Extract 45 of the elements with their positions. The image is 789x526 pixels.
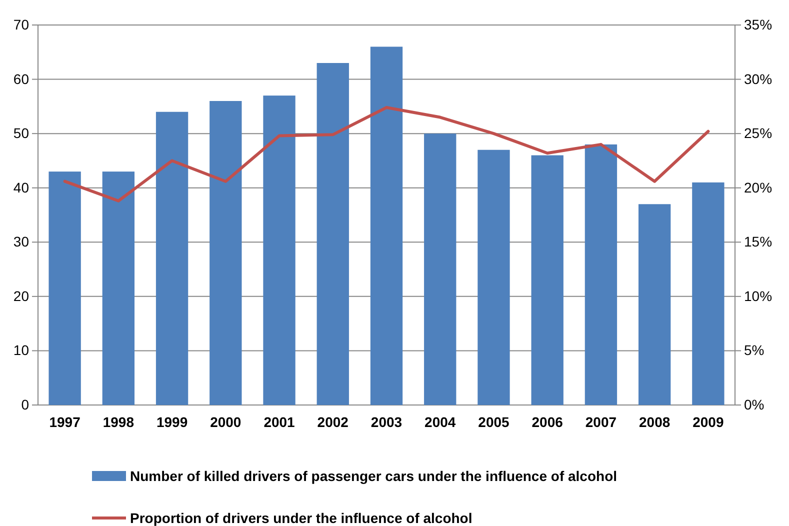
x-tick-label: 2006 <box>532 414 564 430</box>
legend-label: Number of killed drivers of passenger cars under the influence of alcohol <box>130 468 618 484</box>
y-tick-label: 70 <box>13 16 30 32</box>
x-tick-label: 1999 <box>156 414 188 430</box>
bar <box>316 63 349 405</box>
x-tick-label: 1997 <box>49 414 81 430</box>
y2-tick-label: 25% <box>744 125 772 142</box>
y-tick-label: 20 <box>13 288 30 304</box>
line-series <box>63 106 710 202</box>
y-tick-label: 10 <box>13 342 30 358</box>
bar <box>584 144 618 405</box>
y2-tick-label: 20% <box>744 179 772 196</box>
x-tick-label: 1998 <box>102 414 134 430</box>
bar <box>48 172 81 405</box>
x-tick-label: 2002 <box>317 414 349 430</box>
x-tick-label: 2003 <box>370 414 402 430</box>
x-tick-label: 2008 <box>639 414 670 430</box>
legend-label: Proportion of drivers under the influence of alcohol <box>130 510 472 526</box>
bar <box>210 101 242 405</box>
y-tick-label: 50 <box>13 125 30 142</box>
y-tick-label: 0 <box>21 396 30 412</box>
x-tick-label: 2007 <box>585 414 617 430</box>
y2-tick-label: 35% <box>744 16 772 32</box>
y-tick-label: 30 <box>13 234 30 250</box>
x-tick-label: 2009 <box>692 414 724 430</box>
y2-tick-label: 30% <box>744 70 772 87</box>
y2-tick-label: 0% <box>744 396 764 412</box>
y2-tick-label: 15% <box>744 234 772 250</box>
bar <box>638 204 671 405</box>
bar <box>531 155 564 405</box>
x-tick-label: 2004 <box>424 414 456 430</box>
y-tick-label: 60 <box>13 70 30 87</box>
bar <box>424 134 456 405</box>
bar <box>370 46 403 405</box>
y-tick-label: 40 <box>13 179 30 196</box>
bar <box>478 150 510 405</box>
bar <box>102 172 135 405</box>
bar <box>692 182 724 405</box>
y2-tick-label: 10% <box>744 288 772 304</box>
bar <box>263 96 296 405</box>
y2-tick-label: 5% <box>744 342 764 358</box>
x-tick-label: 2005 <box>478 414 510 430</box>
x-tick-label: 2001 <box>264 414 296 430</box>
x-tick-label: 2000 <box>210 414 242 430</box>
bar <box>156 112 188 405</box>
